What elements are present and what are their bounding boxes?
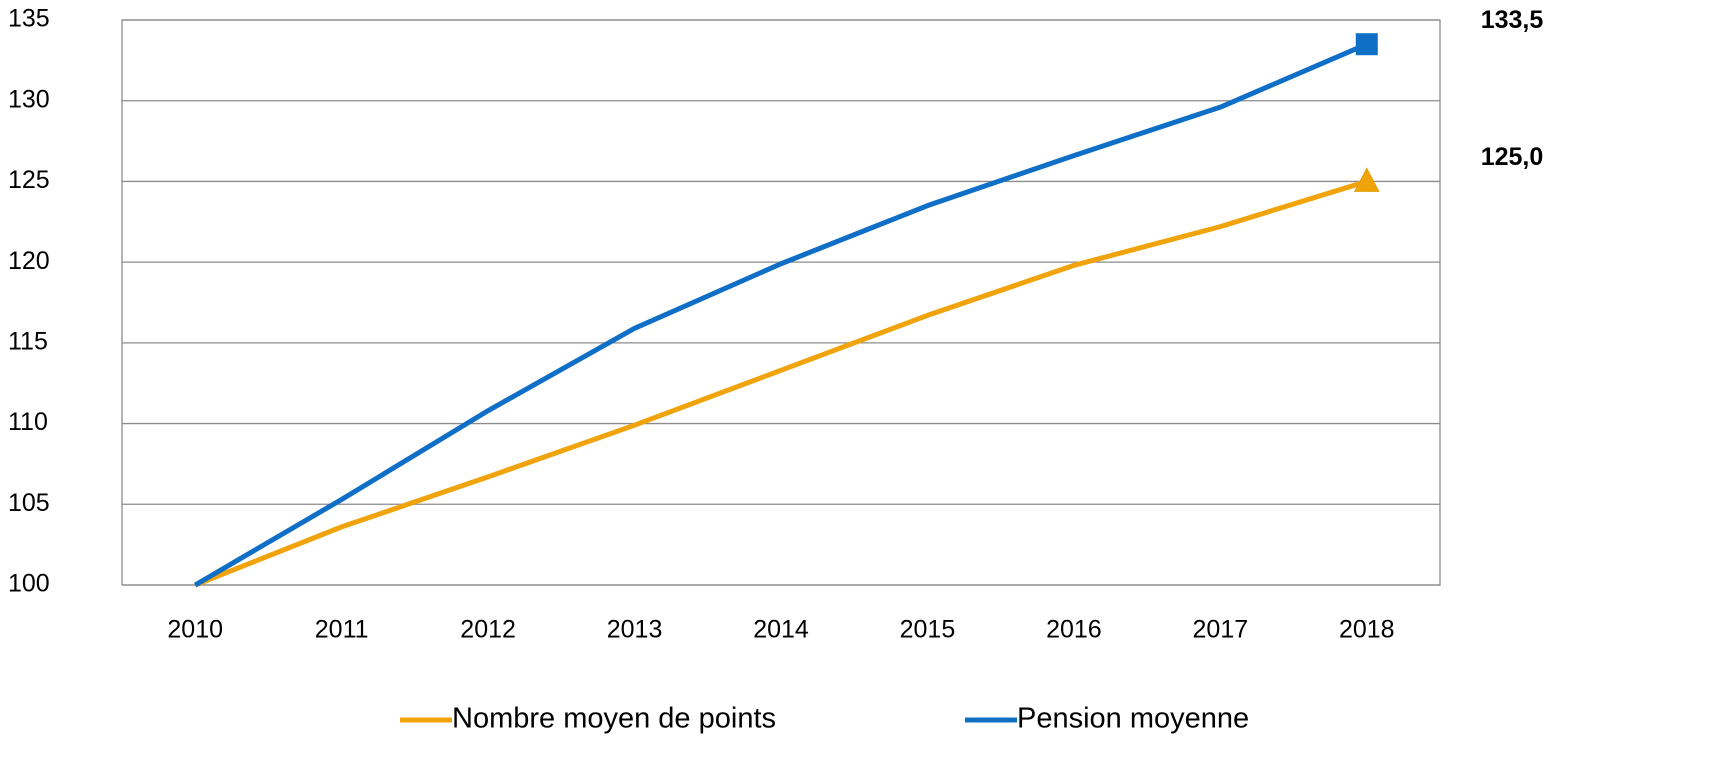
marker: [1353, 167, 1380, 192]
legend-label: Nombre moyen de points: [452, 703, 776, 735]
y-tick-label: 130: [8, 85, 50, 113]
x-tick-label: 2018: [1339, 616, 1395, 644]
plot-border: [121, 19, 1441, 586]
y-tick-label: 105: [8, 489, 50, 517]
y-tick-label: 125: [8, 166, 50, 194]
y-tick-label: 110: [8, 408, 48, 436]
legend-label: Pension moyenne: [1017, 703, 1249, 735]
x-tick-label: 2013: [607, 616, 663, 644]
data-label: 125,0: [1481, 143, 1544, 171]
marker: [1355, 33, 1378, 56]
x-tick-label: 2010: [167, 616, 223, 644]
y-tick-label: 135: [8, 5, 50, 33]
x-tick-label: 2014: [753, 616, 809, 644]
series-line: [194, 179, 1368, 588]
data-label: 133,5: [1481, 6, 1544, 34]
x-tick-label: 2016: [1046, 616, 1102, 644]
x-tick-label: 2011: [315, 616, 369, 644]
y-tick-label: 100: [8, 570, 50, 598]
y-tick-label: 120: [8, 247, 50, 275]
x-tick-label: 2012: [460, 616, 516, 644]
x-tick-label: 2015: [900, 616, 956, 644]
series-line: [193, 41, 1368, 588]
y-tick-label: 115: [8, 327, 48, 355]
x-tick-label: 2017: [1193, 616, 1249, 644]
